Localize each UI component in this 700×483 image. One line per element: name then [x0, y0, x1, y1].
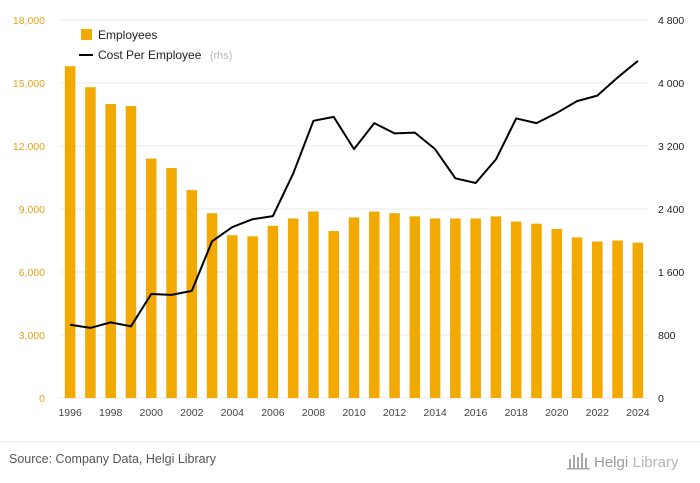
right-axis-tick-label: 1 600 [658, 267, 684, 279]
x-axis-tick-label: 1998 [99, 407, 123, 419]
x-axis-ticks: 1996 1998 2000 2002 2004 2006 2008 2010 2012 2014… [58, 407, 649, 419]
right-axis-tick-label: 3 200 [658, 141, 684, 153]
bar-employees [470, 218, 481, 398]
bar-employees [64, 66, 76, 398]
bar-employees [186, 190, 198, 398]
bar-employees [632, 242, 644, 398]
bar-employees [429, 218, 441, 398]
brand-secondary: Library [633, 454, 679, 471]
left-axis-tick-label: 15,000 [13, 78, 45, 90]
bar-employees [145, 158, 157, 398]
right-axis-tick-label: 4 800 [658, 15, 684, 27]
bar-employees [389, 213, 400, 398]
bar-employees [227, 235, 238, 398]
right-axis-tick-label: 2 400 [658, 204, 684, 216]
left-axis-tick-label: 9,000 [19, 204, 45, 216]
bar-employees [247, 236, 258, 398]
bar-employees [166, 168, 177, 398]
legend-label-rhs: (rhs) [210, 50, 233, 62]
right-axis-tick-label: 4 000 [658, 78, 684, 90]
right-axis-tick-label: 0 [658, 393, 664, 405]
cost-per-employee-line [69, 60, 639, 329]
right-axis-tick-label: 800 [658, 330, 676, 342]
x-axis-tick-label: 2020 [545, 407, 569, 419]
x-axis-tick-label: 2014 [423, 407, 447, 419]
x-axis-tick-label: 2008 [302, 407, 326, 419]
employees-bars [64, 66, 644, 398]
legend-label-cost-per-employee-row: Cost Per Employee (rhs) [98, 46, 232, 63]
x-axis-tick-label: 2016 [464, 407, 488, 419]
x-axis-tick-label: 2002 [180, 407, 204, 419]
right-axis-ticks: 0 800 1 600 2 400 3 200 4 000 4 800 [658, 15, 684, 405]
left-axis-tick-label: 18,000 [13, 15, 45, 27]
helgi-library-logo: Helgi Library [567, 453, 679, 471]
bar-employees [267, 225, 279, 398]
brand-wordmark: Helgi Library [594, 454, 679, 471]
left-axis-tick-label: 0 [39, 393, 45, 405]
x-axis-tick-label: 2022 [586, 407, 610, 419]
bar-employees [551, 228, 563, 398]
x-axis-tick-label: 2012 [383, 407, 407, 419]
cost-per-employee-line-layer [69, 60, 639, 329]
bar-employees [369, 211, 380, 398]
bar-employees [308, 211, 319, 398]
bar-employees [510, 221, 522, 398]
bar-employees [531, 223, 542, 398]
x-axis-tick-label: 1996 [58, 407, 82, 419]
x-axis-tick-label: 2006 [261, 407, 285, 419]
bar-employees [287, 218, 299, 398]
bar-employees [409, 216, 421, 398]
x-axis-tick-label: 2018 [505, 407, 529, 419]
x-axis-tick-label: 2000 [140, 407, 164, 419]
legend-label-employees: Employees [98, 28, 157, 42]
left-axis-tick-label: 6,000 [19, 267, 45, 279]
bar-employees [105, 104, 116, 398]
bar-employees [612, 240, 623, 398]
bar-employees [85, 87, 96, 398]
bar-employees [206, 213, 218, 398]
source-note: Source: Company Data, Helgi Library [9, 452, 217, 466]
bar-employees [571, 237, 583, 398]
left-axis-ticks: 0 3,000 6,000 9,000 12,000 15,000 18,000 [13, 15, 45, 405]
bar-employees [328, 231, 339, 398]
x-axis-tick-label: 2010 [342, 407, 366, 419]
library-icon [567, 453, 590, 470]
left-axis-tick-label: 3,000 [19, 330, 45, 342]
bar-employees [348, 217, 360, 398]
legend: Employees Cost Per Employee (rhs) [79, 28, 232, 63]
bar-employees [592, 241, 603, 398]
legend-label-cost-per-employee: Cost Per Employee [98, 48, 202, 62]
bar-employees [490, 216, 502, 398]
bar-employees [125, 106, 137, 398]
left-axis-tick-label: 12,000 [13, 141, 45, 153]
x-axis-tick-label: 2004 [221, 407, 245, 419]
bar-employees [450, 218, 461, 398]
brand-primary: Helgi [594, 454, 628, 471]
x-axis-tick-label: 2024 [626, 407, 650, 419]
legend-swatch-employees [81, 29, 92, 40]
